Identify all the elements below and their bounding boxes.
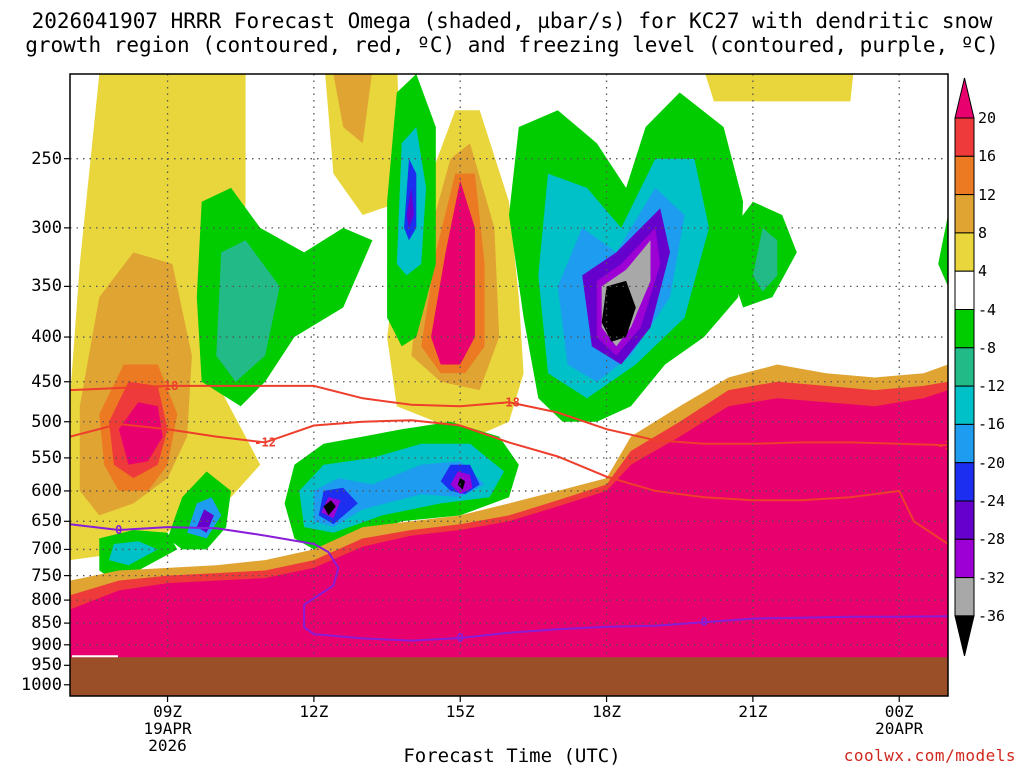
y-tick-label: 450 [31,371,62,392]
colorbar-swatch [954,309,975,349]
colorbar-swatch [954,270,975,311]
y-tick-label: 650 [31,511,62,532]
contour-freezing_level [70,523,948,642]
colorbar-swatch [954,155,975,196]
x-tick-label: 18Z [592,702,621,721]
omega-region-minus12 [109,541,158,566]
colorbar-tick-label: 12 [978,185,997,204]
colorbar-swatch [954,385,975,425]
omega-region-plus20 [118,402,163,465]
omega-region-minus36 [323,500,336,516]
omega-region-plus4 [705,74,854,102]
x-tick-label: 09Z [153,702,182,721]
colorbar-tick-label: 16 [978,147,997,166]
colorbar-tick-label: 20 [978,109,997,127]
colorbar-arrow-top [954,77,975,119]
colorbar-swatch [954,232,975,272]
colorbar-swatch [954,538,975,579]
colorbar-swatch [954,577,975,617]
colorbar-swatch [954,117,975,157]
colorbar [954,77,975,657]
contour-label: 0 [457,631,464,645]
colorbar-tick-label: -24 [978,492,1006,510]
x-tick-label: 00Z [884,702,914,721]
x-tick-label: 21Z [738,702,768,721]
x-tick-label: 12Z [299,702,329,721]
colorbar-tick-label: -16 [978,415,1006,434]
colorbar-tick-label: -28 [978,530,1006,549]
contour-dendritic [70,419,948,545]
colorbar-swatch [954,423,975,464]
contour-label: -18 [498,395,520,409]
omega-region-plus8 [333,74,372,144]
y-tick-label: 700 [31,539,62,560]
colorbar-tick-label: -4 [978,300,997,319]
contour-dendritic [70,384,948,447]
contour-label: -18 [157,379,179,393]
contour-label: -18 [937,438,959,452]
contour-label: 0 [115,523,122,537]
colorbar-arrow-bottom [954,615,975,657]
y-tick-label: 400 [31,327,62,348]
y-tick-label: 500 [31,411,62,432]
axis-ticks [64,158,900,702]
x-axis-title: Forecast Time (UTC) [403,745,621,767]
contour-label: -12 [254,435,276,449]
x-tick-label: 2026 [148,736,187,755]
colorbar-tick-label: -32 [978,568,1006,587]
y-tick-label: 600 [31,480,62,501]
y-tick-label: 300 [31,217,62,238]
y-tick-label: 550 [31,447,62,468]
omega-shading [70,74,948,696]
omega-region-minus4 [938,215,948,287]
omega-region-minus8 [216,240,280,382]
omega-region-minus8 [752,227,778,292]
contour-label: 0 [700,615,707,629]
colorbar-tick-label: 8 [978,223,988,242]
colorbar-swatch [954,462,975,502]
colorbar-tick-label: -20 [978,453,1006,472]
y-tick-label: 350 [31,276,62,297]
y-tick-label: 900 [31,634,62,655]
colorbar-swatch [954,500,975,540]
y-tick-label: 850 [31,613,62,634]
contour-lines: -18 -18 -18 -12 0 0 0 [70,379,959,645]
y-tick-label: 250 [31,148,62,169]
omega-region-minus16 [313,461,485,528]
terrain-fill [70,657,948,696]
source-credit: coolwx.com/models [843,746,1016,765]
y-tick-label: 800 [31,590,62,611]
plot-border [69,73,949,697]
y-tick-label: 750 [31,565,62,586]
colorbar-swatch [954,194,975,234]
x-tick-label: 15Z [445,702,475,721]
chart-title-line-2: growth region (contoured, red, ºC) and f… [25,33,999,57]
colorbar-tick-label: 4 [978,262,988,281]
omega-region-minus36 [601,280,636,342]
x-tick-label: 20APR [875,719,924,738]
x-tick-label: 19APR [143,719,192,738]
terrain-block [70,655,948,696]
colorbar-tick-label: -8 [978,338,997,357]
colorbar-tick-label: -36 [978,606,1006,625]
omega-region-minus24 [406,187,414,228]
y-tick-label: 950 [31,655,62,676]
colorbar-tick-label: -12 [978,377,1006,396]
omega-region-minus36 [457,478,466,490]
y-tick-label: 1000 [21,674,62,695]
chart-title-line-1: 2026041907 HRRR Forecast Omega (shaded, … [31,9,993,33]
colorbar-swatch [954,347,975,387]
omega-region-plus20 [431,180,475,365]
